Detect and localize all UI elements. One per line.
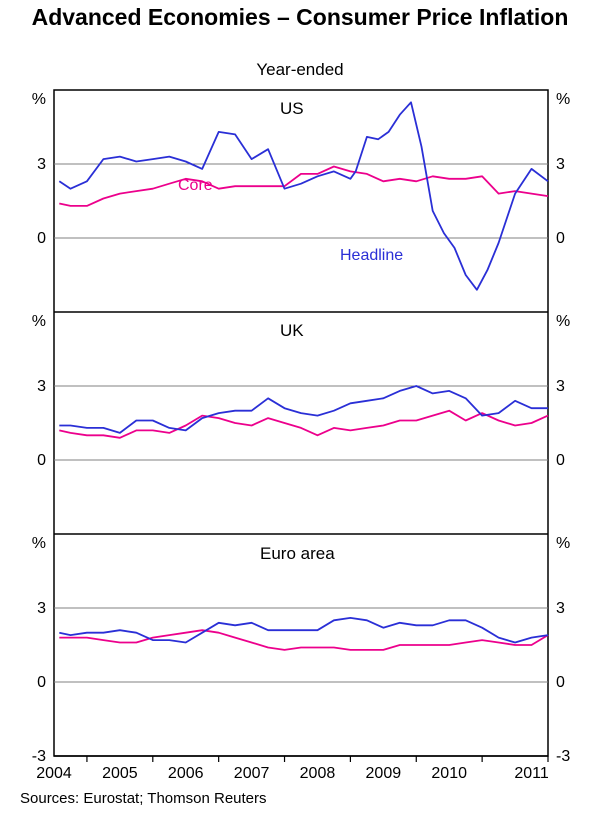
svg-text:0: 0 — [556, 452, 565, 469]
svg-text:2005: 2005 — [102, 765, 138, 782]
svg-text:0: 0 — [37, 674, 46, 691]
svg-text:3: 3 — [37, 600, 46, 617]
chart-svg: 0 0 3 3%% US Core Headline 0 0 3 3%% UK -3 -3 0 0 3 3%% Eu… — [0, 0, 600, 836]
svg-text:US: US — [280, 99, 304, 118]
svg-text:0: 0 — [556, 230, 565, 247]
svg-text:-3: -3 — [556, 748, 570, 765]
svg-text:-3: -3 — [32, 748, 46, 765]
svg-text:%: % — [556, 535, 570, 552]
svg-text:%: % — [32, 313, 46, 330]
svg-text:2006: 2006 — [168, 765, 204, 782]
svg-text:2010: 2010 — [431, 765, 467, 782]
svg-text:2008: 2008 — [300, 765, 336, 782]
source-text: Sources: Eurostat; Thomson Reuters — [20, 790, 267, 807]
svg-text:2004: 2004 — [36, 765, 72, 782]
svg-text:0: 0 — [556, 674, 565, 691]
svg-text:3: 3 — [37, 378, 46, 395]
svg-text:UK: UK — [280, 321, 304, 340]
svg-text:3: 3 — [37, 156, 46, 173]
svg-text:2007: 2007 — [234, 765, 270, 782]
svg-text:Headline: Headline — [340, 247, 403, 264]
svg-text:%: % — [556, 91, 570, 108]
svg-text:0: 0 — [37, 230, 46, 247]
svg-text:3: 3 — [556, 156, 565, 173]
svg-text:2009: 2009 — [366, 765, 402, 782]
svg-text:%: % — [556, 313, 570, 330]
svg-text:Core: Core — [178, 177, 213, 194]
svg-text:3: 3 — [556, 600, 565, 617]
svg-text:%: % — [32, 535, 46, 552]
svg-text:Euro area: Euro area — [260, 544, 335, 563]
svg-text:3: 3 — [556, 378, 565, 395]
svg-text:%: % — [32, 91, 46, 108]
chart-container: Advanced Economies – Consumer Price Infl… — [0, 0, 600, 836]
svg-text:0: 0 — [37, 452, 46, 469]
svg-text:2011: 2011 — [514, 765, 549, 782]
